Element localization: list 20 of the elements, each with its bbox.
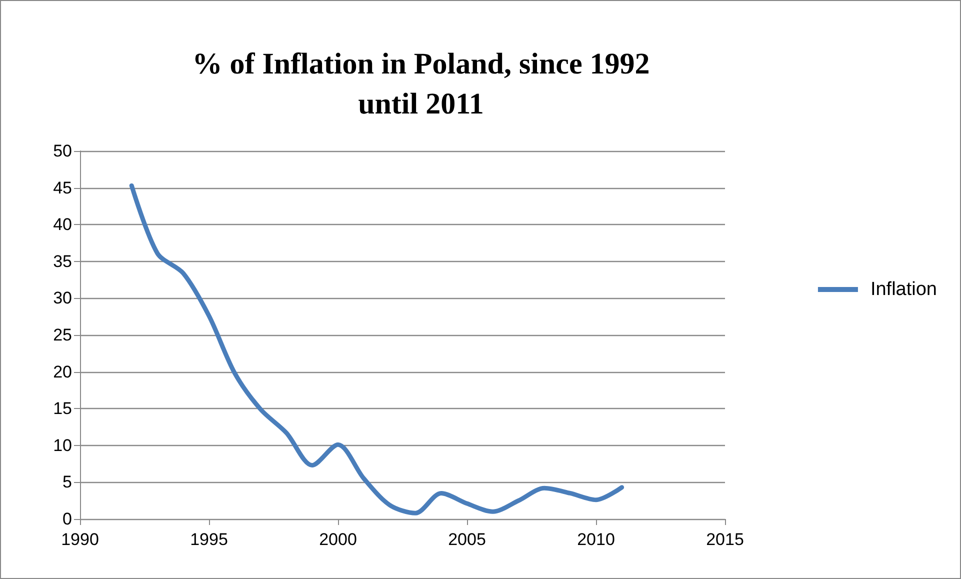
- x-tick-label: 2005: [448, 530, 486, 549]
- chart-title: % of Inflation in Poland, since 1992 until 2011: [192, 48, 650, 120]
- y-tick-label: 30: [53, 288, 72, 308]
- x-tick-label: 2015: [706, 530, 744, 549]
- y-tick-label: 20: [53, 362, 72, 382]
- line-series: [129, 183, 624, 516]
- x-tick-label: 1995: [190, 530, 228, 549]
- y-tick-label: 40: [53, 215, 72, 234]
- y-tick-label: 15: [53, 399, 72, 418]
- y-tick-label: 5: [62, 472, 72, 492]
- y-tick-label: 25: [53, 326, 72, 344]
- y-tick-label: 50: [53, 142, 72, 160]
- legend-label: Inflation: [870, 279, 937, 300]
- y-tick-label: 35: [53, 252, 72, 271]
- x-tick-label: 2000: [319, 530, 357, 549]
- y-tick-label: 0: [62, 510, 72, 528]
- x-tick-label: 2010: [577, 530, 615, 549]
- y-tick-label: 10: [53, 436, 72, 455]
- x-tick-label: 1990: [61, 530, 99, 549]
- y-tick-label: 45: [53, 178, 72, 198]
